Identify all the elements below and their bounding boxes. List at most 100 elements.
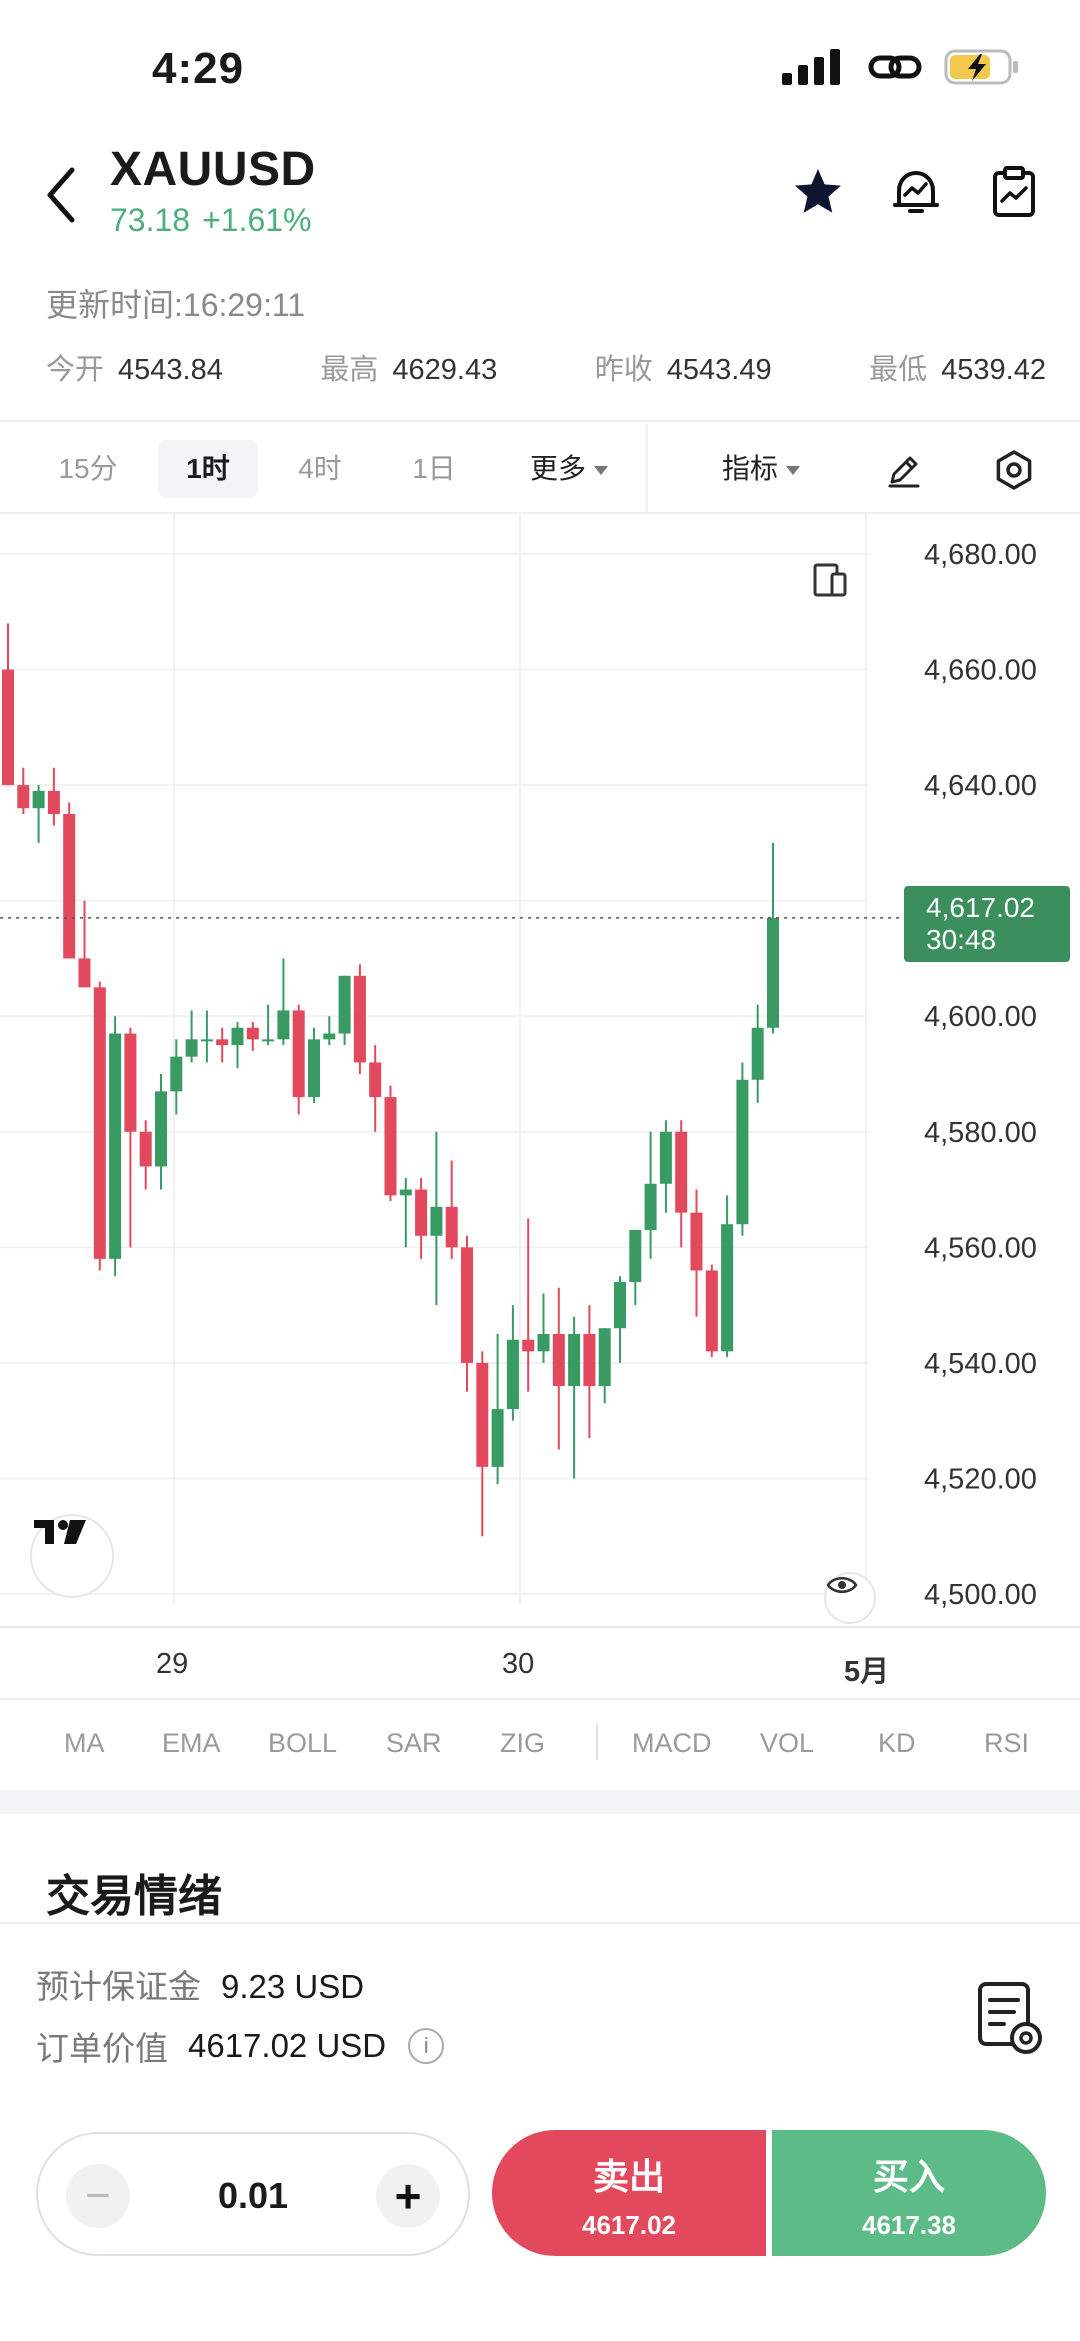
candle — [491, 1334, 504, 1485]
order-value-label: 订单价值 — [36, 2030, 168, 2067]
candle — [292, 1004, 305, 1115]
indicator-tabs: MA EMA BOLL SAR ZIG MACD VOL KD RSI — [0, 1700, 1080, 1790]
status-time: 4:29 — [152, 44, 245, 93]
candle — [415, 1178, 428, 1259]
candle — [323, 1016, 336, 1046]
y-tick-label: 4,600.00 — [924, 1001, 1037, 1033]
candle — [614, 1276, 626, 1363]
candle — [155, 1074, 167, 1190]
candle — [246, 1022, 259, 1051]
tab-1d[interactable]: 1日 — [412, 453, 456, 484]
candle — [277, 958, 290, 1046]
order-value: 4617.02 USD — [188, 2027, 387, 2064]
favorite-button[interactable] — [790, 164, 846, 220]
more-dropdown[interactable]: 更多 — [530, 440, 609, 498]
margin-label: 预计保证金 — [36, 1968, 201, 2005]
status-icons — [780, 48, 1020, 86]
candle — [506, 1305, 519, 1421]
candle — [231, 1022, 244, 1069]
candlestick-chart[interactable]: 4,680.004,660.004,640.004,620.004,600.00… — [0, 514, 1080, 1624]
quantity-increase-button[interactable]: + — [376, 2164, 440, 2228]
y-tick-label: 4,660.00 — [924, 655, 1037, 687]
tab-15m[interactable]: 15分 — [58, 453, 118, 484]
indicator-kd[interactable]: KD — [878, 1728, 916, 1758]
bell-chart-icon — [893, 171, 939, 213]
candle — [690, 1189, 703, 1317]
candle — [170, 1039, 183, 1115]
sell-price: 4617.02 — [582, 2210, 676, 2240]
tradingview-icon — [34, 1520, 86, 1544]
candle — [109, 1016, 122, 1277]
candle — [598, 1328, 611, 1404]
divider — [0, 1922, 1080, 1924]
back-button[interactable] — [36, 160, 88, 230]
candle — [583, 1305, 596, 1438]
indicator-macd[interactable]: MACD — [632, 1728, 712, 1758]
candle — [369, 1045, 382, 1132]
indicator-sar[interactable]: SAR — [386, 1728, 442, 1758]
y-tick-label: 4,640.00 — [924, 770, 1037, 802]
y-tick-label: 4,540.00 — [924, 1348, 1037, 1380]
tradingview-logo[interactable] — [30, 1514, 114, 1598]
update-time: 更新时间:16:29:11 — [46, 287, 306, 323]
stat-prev-close: 昨收 4543.49 — [594, 354, 772, 386]
order-value-row: 订单价值 4617.02 USD i — [36, 2022, 445, 2070]
stat-open: 今开 4543.84 — [46, 354, 223, 386]
candle — [93, 981, 106, 1271]
candle — [751, 1004, 764, 1103]
margin-value: 9.23 USD — [221, 1968, 365, 2005]
y-tick-label: 4,680.00 — [924, 539, 1037, 571]
visibility-toggle[interactable] — [824, 1572, 876, 1624]
header-actions — [790, 164, 1042, 220]
quantity-decrease-button[interactable]: − — [66, 2164, 130, 2228]
indicator-rsi[interactable]: RSI — [984, 1728, 1030, 1758]
clipboard-button[interactable] — [986, 164, 1042, 220]
indicator-ema[interactable]: EMA — [162, 1728, 221, 1758]
battery-icon — [944, 49, 1018, 85]
candle — [445, 1160, 458, 1259]
candle — [200, 1010, 213, 1063]
last-price: 4,617.02 — [926, 891, 1035, 923]
candle — [308, 1027, 320, 1103]
candle — [736, 1062, 749, 1236]
candle — [629, 1230, 642, 1306]
y-tick-label: 4,580.00 — [924, 1117, 1037, 1149]
chart-settings-button[interactable] — [986, 442, 1042, 498]
indicator-boll[interactable]: BOLL — [268, 1728, 338, 1758]
divider — [646, 424, 648, 514]
candle — [2, 623, 14, 786]
price-change: 73.18 +1.61% — [110, 202, 324, 239]
quantity-input[interactable]: 0.01 — [217, 2175, 289, 2216]
indicators-dropdown[interactable]: 指标 — [722, 440, 801, 498]
candle — [461, 1235, 473, 1392]
section-title: 交易情绪 — [46, 1872, 222, 1921]
price-chart[interactable]: 4,680.004,660.004,640.004,620.004,600.00… — [0, 514, 1080, 1624]
stats-row: 今开 4543.84 最高 4629.43 昨收 4543.49 最低 4539.42 — [46, 346, 1046, 388]
indicator-vol[interactable]: VOL — [760, 1728, 815, 1758]
fullscreen-button[interactable] — [812, 562, 856, 606]
indicator-zig[interactable]: ZIG — [500, 1728, 545, 1758]
order-settings-button[interactable] — [974, 1978, 1046, 2056]
buy-button[interactable]: 买入 4617.38 — [772, 2130, 1046, 2256]
price-alert-button[interactable] — [888, 164, 944, 220]
sell-label: 卖出 — [592, 2156, 665, 2197]
candle — [32, 785, 45, 843]
info-icon[interactable]: i — [408, 2028, 445, 2064]
buy-price: 4617.38 — [862, 2210, 956, 2240]
signal-icon — [782, 49, 840, 85]
candle — [476, 1351, 489, 1537]
tab-4h[interactable]: 4时 — [298, 453, 342, 484]
tab-1h[interactable]: 1时 — [158, 440, 258, 498]
sell-button[interactable]: 卖出 4617.02 — [492, 2130, 766, 2256]
symbol-title: XAUUSD — [110, 143, 316, 196]
caret-down-icon — [594, 466, 609, 476]
pen-icon — [888, 456, 920, 488]
indicator-ma[interactable]: MA — [64, 1728, 105, 1758]
x-tick-label: 30 — [502, 1648, 535, 1680]
document-gear-icon — [978, 1982, 1042, 2054]
stat-high: 最高 4629.43 — [320, 354, 498, 386]
draw-tool-button[interactable] — [876, 442, 932, 498]
candle — [262, 1004, 275, 1046]
candle — [659, 1120, 672, 1213]
candle — [185, 1010, 198, 1063]
